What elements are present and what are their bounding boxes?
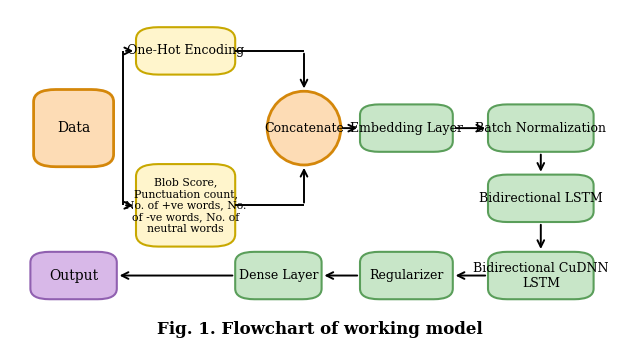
Text: Fig. 1. Flowchart of working model: Fig. 1. Flowchart of working model xyxy=(157,321,483,338)
Text: Data: Data xyxy=(57,121,90,135)
Text: One-Hot Encoding: One-Hot Encoding xyxy=(127,44,244,58)
Text: Bidirectional CuDNN
LSTM: Bidirectional CuDNN LSTM xyxy=(473,261,609,290)
FancyBboxPatch shape xyxy=(31,252,116,299)
Text: Blob Score,
Punctuation count,
No. of +ve words, No.
of -ve words, No. of
neutra: Blob Score, Punctuation count, No. of +v… xyxy=(125,177,246,233)
Text: Bidirectional LSTM: Bidirectional LSTM xyxy=(479,192,603,205)
FancyBboxPatch shape xyxy=(360,104,453,152)
FancyBboxPatch shape xyxy=(136,164,235,246)
FancyBboxPatch shape xyxy=(136,27,235,75)
Text: Output: Output xyxy=(49,269,98,283)
Text: Embedding Layer: Embedding Layer xyxy=(350,121,463,135)
Text: Concatenate: Concatenate xyxy=(264,121,344,135)
FancyBboxPatch shape xyxy=(236,252,321,299)
Text: Dense Layer: Dense Layer xyxy=(239,269,318,282)
FancyBboxPatch shape xyxy=(488,252,594,299)
FancyBboxPatch shape xyxy=(488,104,594,152)
FancyBboxPatch shape xyxy=(488,175,594,222)
Text: Regularizer: Regularizer xyxy=(369,269,444,282)
Ellipse shape xyxy=(268,91,341,165)
Text: Batch Normalization: Batch Normalization xyxy=(476,121,606,135)
FancyBboxPatch shape xyxy=(360,252,453,299)
FancyBboxPatch shape xyxy=(34,90,114,167)
